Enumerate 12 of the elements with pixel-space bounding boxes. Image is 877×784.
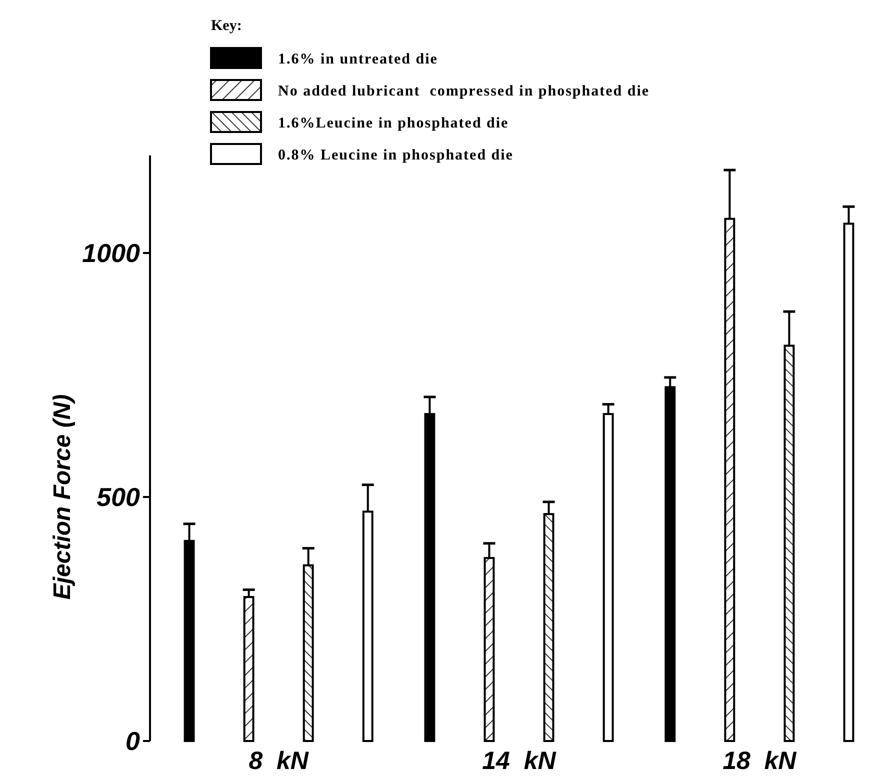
y-tick-label: 0 — [126, 726, 141, 756]
legend-label: 0.8% Leucine in phosphated die — [278, 147, 514, 164]
legend-label: 1.6% in untreated die — [278, 51, 438, 68]
legend-label: 1.6%Leucine in phosphated die — [278, 115, 509, 132]
x-tick-label: 8 kN — [248, 747, 310, 775]
legend-label: No added lubricant compressed in phosphated die — [278, 83, 650, 100]
y-tick-label: 500 — [96, 482, 141, 512]
x-tick-label: 18 kN — [722, 747, 798, 775]
legend-title: Key: — [211, 18, 242, 34]
y-axis-title: Ejection Force (N) — [49, 394, 76, 600]
x-tick-label: 14 kN — [482, 747, 557, 775]
y-tick-label: 1000 — [82, 238, 141, 268]
